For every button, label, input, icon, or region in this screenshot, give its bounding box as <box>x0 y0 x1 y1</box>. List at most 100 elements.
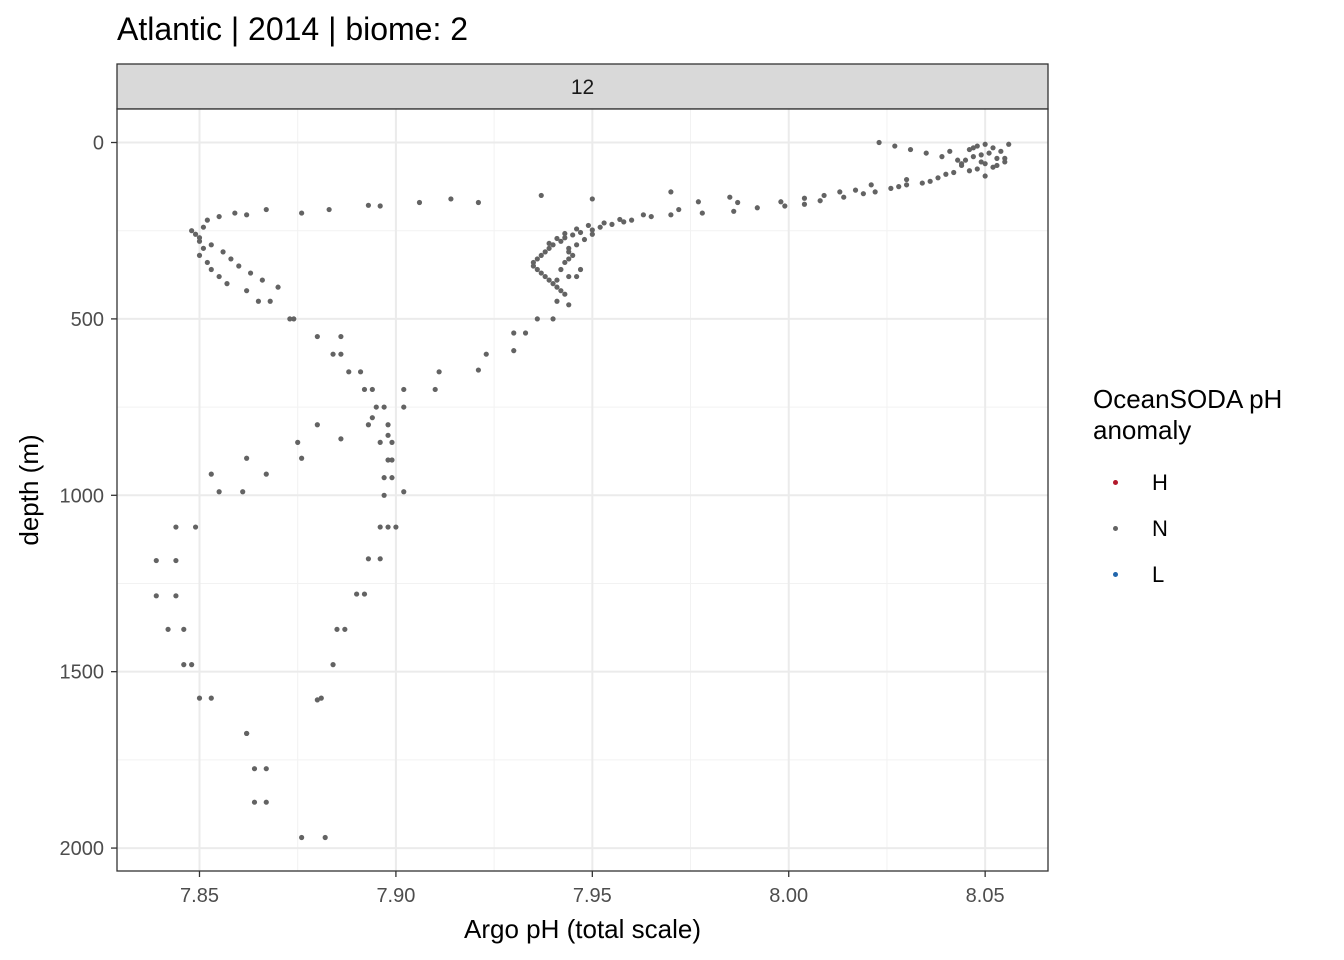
data-point <box>318 695 324 701</box>
data-point <box>550 242 556 248</box>
data-point <box>562 291 568 297</box>
data-point <box>377 556 383 562</box>
data-point <box>966 168 973 174</box>
data-point <box>448 196 454 202</box>
y-axis: 0 500 1000 1500 2000 <box>60 133 117 860</box>
facet-label: 12 <box>571 76 594 99</box>
data-point <box>896 184 902 190</box>
data-point <box>574 273 580 280</box>
data-point <box>381 492 387 498</box>
data-point <box>581 236 588 243</box>
data-point <box>369 415 375 421</box>
data-point <box>903 182 910 188</box>
data-point <box>189 662 195 668</box>
data-point <box>554 298 560 304</box>
data-point <box>589 227 595 233</box>
data-point <box>432 386 438 393</box>
data-point <box>208 695 214 701</box>
data-point <box>244 730 250 737</box>
data-point <box>365 422 372 428</box>
data-point <box>389 475 395 481</box>
legend-item-l: L <box>1093 560 1293 590</box>
data-point <box>361 591 368 597</box>
data-point <box>778 199 784 205</box>
data-point <box>554 277 560 283</box>
data-point <box>566 249 572 255</box>
data-point <box>322 834 328 841</box>
data-point <box>200 224 207 230</box>
data-point <box>629 217 635 223</box>
data-point <box>373 404 379 410</box>
data-point <box>338 351 344 357</box>
data-point <box>181 662 187 668</box>
data-point <box>821 192 827 199</box>
data-point <box>970 145 976 151</box>
data-point <box>530 263 536 269</box>
data-point <box>346 369 352 375</box>
data-point <box>511 330 517 336</box>
data-point <box>192 524 199 530</box>
data-point <box>852 187 859 193</box>
data-point <box>958 161 965 167</box>
data-point <box>342 626 348 632</box>
data-point <box>589 196 595 202</box>
data-point <box>699 210 705 216</box>
x-axis: 7.85 7.90 7.95 8.00 8.05 <box>180 871 1005 907</box>
data-point <box>251 799 258 805</box>
data-point <box>365 202 372 208</box>
data-point <box>727 194 733 200</box>
data-point <box>381 475 387 481</box>
data-point <box>570 232 576 238</box>
data-point <box>566 256 572 262</box>
data-point <box>381 404 387 410</box>
data-point <box>181 626 187 632</box>
data-point <box>208 242 214 248</box>
y-tick-label: 2000 <box>60 838 105 860</box>
data-point <box>888 185 894 191</box>
data-point <box>966 146 973 153</box>
data-point <box>357 369 364 375</box>
data-point <box>601 220 607 226</box>
data-point <box>475 199 482 206</box>
data-point <box>542 273 548 280</box>
data-point <box>939 154 945 160</box>
data-point <box>173 593 179 599</box>
data-point <box>668 212 674 218</box>
data-point <box>153 557 159 564</box>
data-point <box>978 159 984 165</box>
legend-title: OceanSODA pH anomaly <box>1093 384 1283 445</box>
facet-strip: 12 <box>116 63 1049 110</box>
data-point <box>801 201 808 207</box>
data-point <box>334 626 340 632</box>
data-point <box>982 161 988 167</box>
data-point <box>220 249 226 255</box>
data-point <box>244 288 250 294</box>
grid-minor <box>117 109 1048 871</box>
data-point <box>801 195 808 201</box>
data-point <box>511 348 517 354</box>
data-point <box>558 288 564 294</box>
data-point <box>385 524 391 530</box>
data-point <box>314 697 320 703</box>
data-point <box>1006 141 1012 147</box>
data-point <box>224 281 230 287</box>
data-point <box>275 284 281 290</box>
data-point <box>534 256 540 262</box>
data-points <box>153 139 1012 841</box>
data-point <box>299 834 305 841</box>
legend-key-dot <box>1113 572 1118 577</box>
data-point <box>200 245 207 251</box>
data-point <box>566 302 572 308</box>
data-point <box>534 316 540 322</box>
data-point <box>554 235 560 242</box>
data-point <box>648 213 654 220</box>
data-point <box>377 203 383 209</box>
legend-label: L <box>1152 562 1165 587</box>
data-point <box>782 203 788 209</box>
data-point <box>589 231 595 237</box>
data-point <box>982 141 988 147</box>
data-point <box>295 439 301 445</box>
data-point <box>538 192 544 199</box>
data-point <box>291 316 297 322</box>
data-point <box>640 212 646 218</box>
